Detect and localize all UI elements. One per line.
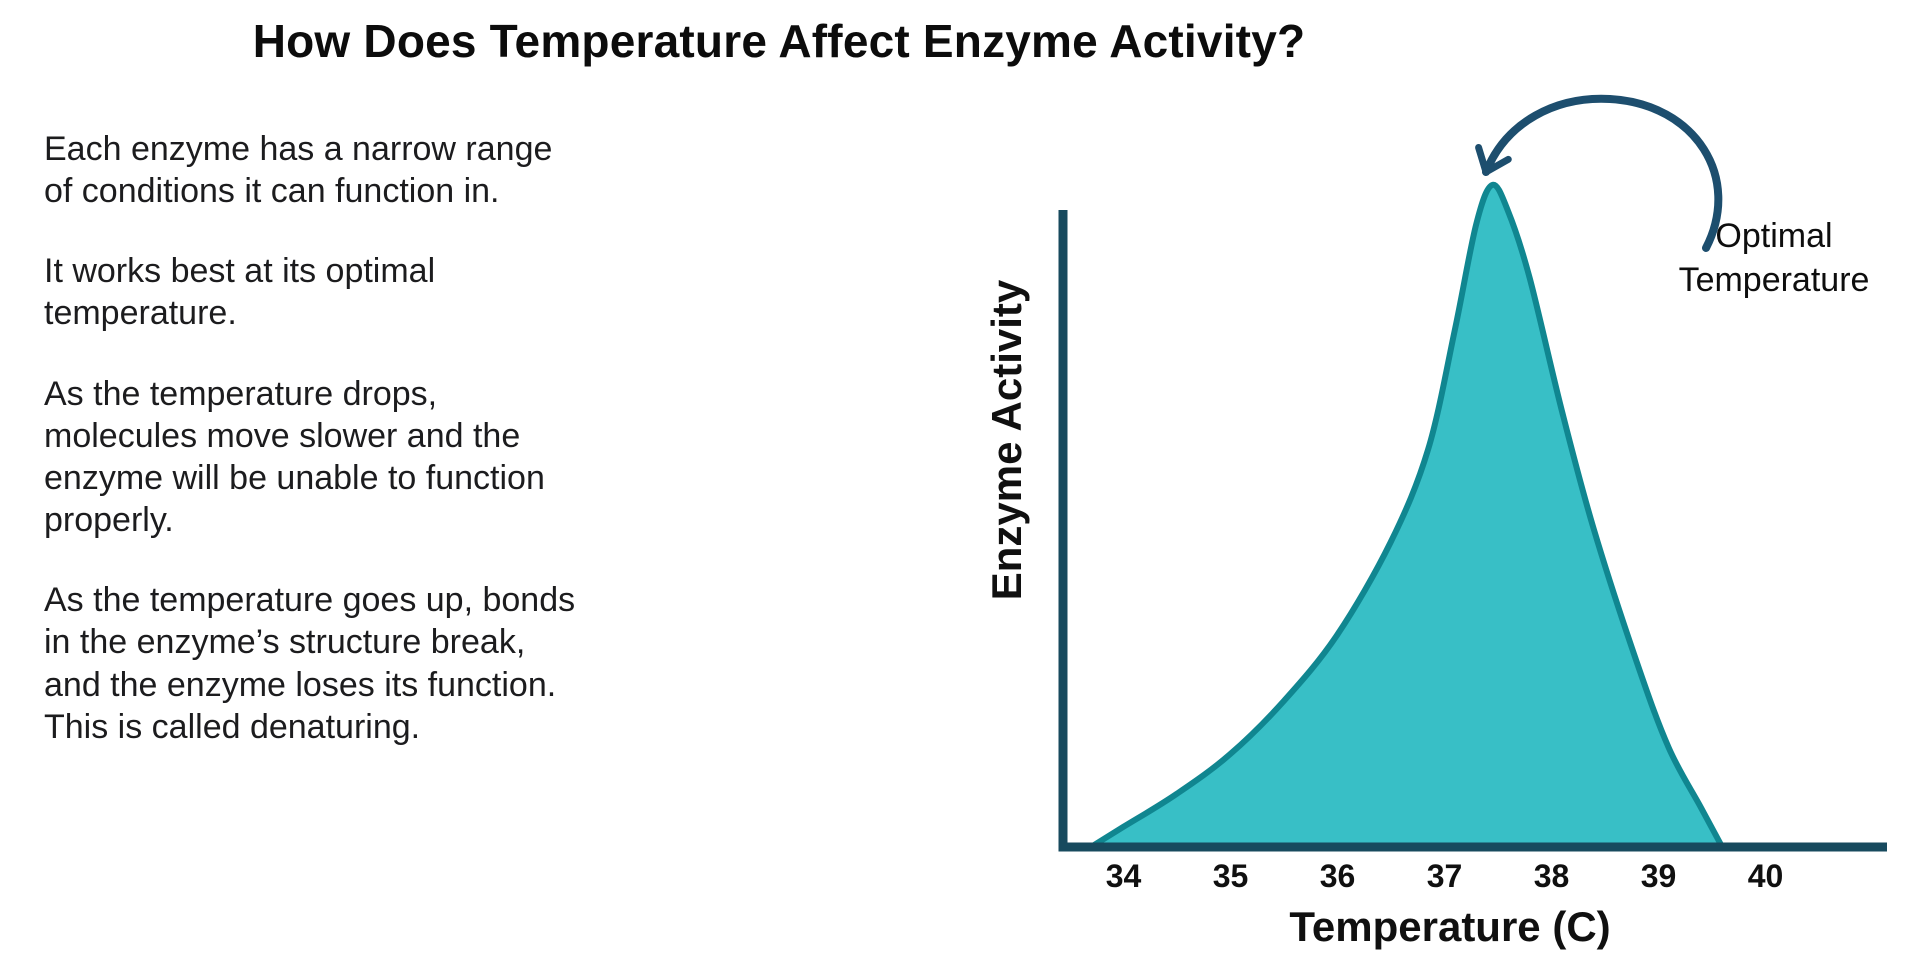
- tick-37: 37: [1426, 858, 1463, 894]
- tick-35: 35: [1212, 858, 1249, 894]
- x-axis-label: Temperature (C): [1289, 903, 1611, 950]
- activity-curve: [1087, 181, 1726, 850]
- tick-40: 40: [1747, 858, 1784, 894]
- paragraph-narrow-range: Each enzyme has a narrow range of condit…: [44, 130, 553, 211]
- tick-36: 36: [1319, 858, 1356, 894]
- y-axis-label: Enzyme Activity: [983, 279, 1030, 601]
- paragraph-temperature-drops: As the temperature drops, molecules move…: [44, 374, 545, 540]
- page-title: How Does Temperature Affect Enzyme Activ…: [252, 15, 1306, 67]
- optimal-arrow: [1475, 94, 1723, 252]
- tick-34: 34: [1105, 858, 1142, 894]
- optimal-temperature-annotation: Optimal Temperature: [1678, 217, 1870, 300]
- paragraph-denaturing: As the temperature goes up, bonds in the…: [44, 581, 576, 746]
- explanation-text: Each enzyme has a narrow range of condit…: [44, 128, 724, 786]
- paragraph-optimal-temperature: It works best at its optimal temperature…: [44, 252, 436, 333]
- tick-39: 39: [1640, 858, 1677, 894]
- tick-38: 38: [1533, 858, 1570, 894]
- x-axis-ticks: 34 35 36 37 38 39 40: [1070, 858, 1819, 895]
- activity-area: [1090, 184, 1723, 847]
